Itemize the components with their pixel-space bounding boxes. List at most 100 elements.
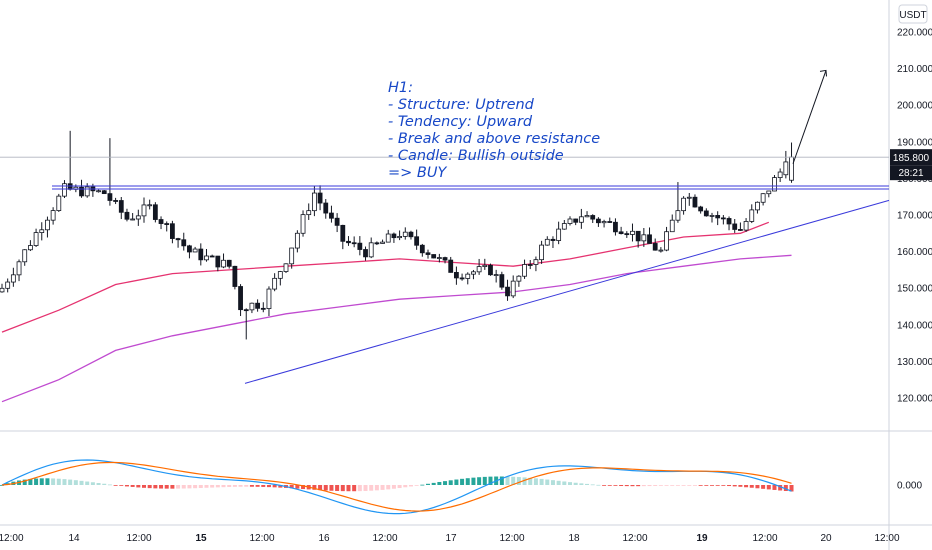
candle-body	[658, 249, 664, 252]
time-tick-label: 12:00	[0, 533, 24, 544]
macd-histogram-bar	[130, 485, 135, 487]
time-tick-label: 12:00	[622, 533, 647, 544]
macd-histogram-bar	[482, 476, 487, 485]
macd-histogram-bar	[34, 478, 39, 485]
macd-histogram-bar	[778, 485, 783, 491]
macd-histogram-bar	[607, 485, 612, 486]
macd-histogram-bar	[147, 485, 152, 489]
macd-histogram-bar	[499, 476, 504, 485]
time-axis[interactable]: 12:00 14 12:00 15 12:00 16 12:00 17 12:00 18 12:00…	[0, 533, 900, 544]
macd-histogram-bar	[221, 485, 226, 488]
candle-body	[465, 273, 471, 279]
buy-arrow[interactable]	[792, 70, 827, 164]
candle-body	[647, 234, 652, 244]
candle-body	[419, 244, 425, 254]
macd-histogram-bar	[204, 485, 209, 488]
macd-histogram-bar	[335, 485, 340, 491]
candle-body	[709, 215, 715, 217]
candle-body	[414, 236, 420, 246]
macd-histogram-bar	[96, 483, 101, 485]
macd-histogram-bar	[721, 485, 726, 486]
candle-body	[453, 272, 459, 279]
candle-body	[346, 240, 351, 244]
macd-histogram-bar	[687, 485, 692, 486]
macd-histogram-bar	[340, 485, 345, 492]
price-axis[interactable]: 120.000 130.000 140.000 150.000 160.000 170.0…	[897, 28, 932, 405]
macd-histogram-bar	[579, 483, 584, 485]
candle-body	[601, 221, 607, 224]
candle-body	[544, 238, 550, 246]
time-tick-label: 15	[195, 533, 207, 544]
signal-line	[1, 461, 792, 512]
candle-body	[573, 218, 579, 223]
macd-histogram-bar	[363, 485, 368, 491]
drawings[interactable]	[0, 69, 890, 384]
candle-body	[255, 302, 261, 309]
macd-histogram-bar	[210, 485, 215, 488]
macd-histogram-bar	[159, 485, 164, 489]
macd-histogram-bar	[522, 477, 527, 485]
macd-histogram-bar	[443, 481, 448, 485]
macd-histogram-bar	[45, 478, 50, 485]
macd-histogram-bar	[533, 478, 538, 485]
candle-body	[135, 215, 141, 220]
macd-histogram-bar	[488, 476, 493, 485]
price-tag-box	[890, 149, 932, 166]
macd-histogram-bar	[312, 485, 317, 490]
candle-body	[147, 204, 153, 207]
macd-line	[1, 459, 792, 515]
time-tick-label: 12:00	[499, 533, 524, 544]
candle-body	[357, 242, 363, 250]
macd-histogram-bar	[227, 485, 232, 487]
candle-body	[323, 202, 329, 214]
price-tick-label: 200.000	[897, 101, 932, 112]
macd-histogram-bar	[289, 485, 294, 489]
macd-histogram-bar	[653, 485, 658, 486]
candle-body	[33, 232, 39, 246]
candle-body	[334, 217, 340, 226]
macd-histogram-bar	[187, 485, 192, 489]
macd-histogram-bar	[107, 484, 112, 486]
candle-body	[50, 210, 56, 221]
candle-body	[340, 224, 346, 242]
candle-body	[192, 248, 198, 253]
price-tick-label: 220.000	[897, 28, 932, 39]
candle-body	[533, 259, 539, 265]
macd-histogram-bar	[738, 485, 743, 487]
candle-body	[692, 196, 698, 208]
macd-histogram-bar	[357, 485, 362, 492]
macd-histogram-bar	[397, 485, 402, 489]
candle-body	[317, 192, 323, 204]
candle-body	[726, 218, 732, 225]
macd-histogram-bar	[215, 485, 220, 488]
price-tick-label: 160.000	[897, 247, 932, 258]
macd-histogram-bar	[346, 485, 351, 492]
macd-histogram-bar	[255, 485, 260, 487]
candle-body	[215, 255, 221, 268]
macd-histogram-bar	[556, 480, 561, 485]
macd-histogram-bar	[516, 477, 521, 485]
analysis-annotation[interactable]: H1:- Structure: Uptrend- Tendency: Upwar…	[388, 80, 600, 181]
candle-body	[164, 223, 170, 225]
macd-histogram-bar	[176, 485, 181, 489]
candle-body	[198, 248, 204, 261]
trendline[interactable]	[244, 199, 890, 384]
macd-histogram-bar	[266, 485, 271, 488]
candle-body	[238, 286, 243, 311]
macd-histogram-bar	[198, 485, 203, 489]
currency-badge[interactable]: USDT	[898, 4, 928, 24]
candle-body	[169, 223, 175, 239]
candle-body	[425, 252, 431, 255]
macd-histogram-bar	[545, 479, 550, 485]
price-tick-label: 210.000	[897, 64, 932, 75]
macd-histogram-bar	[0, 485, 4, 486]
candle-body	[243, 309, 249, 312]
candle-body	[311, 192, 317, 212]
time-tick-label: 12:00	[752, 533, 777, 544]
macd-histogram-bar	[426, 483, 430, 485]
candle-body	[652, 243, 658, 251]
macd-histogram-bar	[386, 485, 391, 490]
candle-body	[27, 245, 33, 251]
macd-histogram-bar	[124, 485, 129, 487]
